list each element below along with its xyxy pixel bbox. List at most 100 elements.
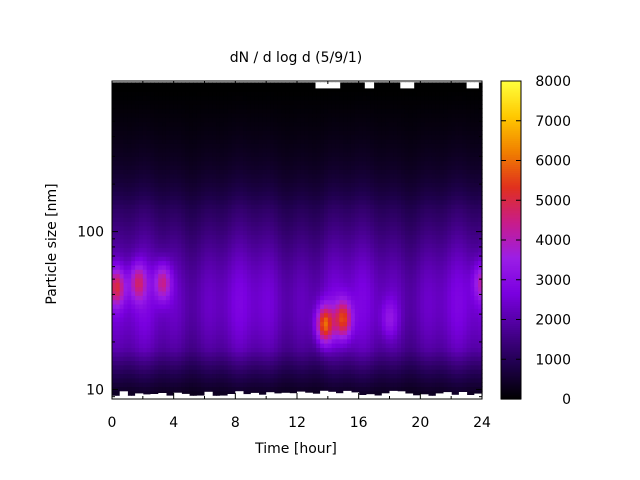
heatmap-cell: [185, 264, 190, 270]
heatmap-cell: [192, 295, 198, 301]
heatmap-cell: [177, 238, 182, 244]
heatmap-cell: [297, 269, 302, 275]
heatmap-cell: [173, 282, 179, 288]
heatmap-cell: [339, 286, 344, 292]
heatmap-cell: [270, 382, 275, 388]
heatmap-cell: [246, 390, 252, 396]
heatmap-cell: [254, 121, 260, 127]
heatmap-cell: [208, 247, 213, 253]
heatmap-cell: [112, 138, 117, 144]
heatmap-cell: [196, 217, 202, 222]
heatmap-cell: [262, 260, 267, 266]
heatmap-cell: [320, 160, 325, 166]
heatmap-cell: [308, 112, 314, 118]
heatmap-cell: [189, 221, 194, 227]
heatmap-cell: [277, 286, 283, 292]
heatmap-cell: [374, 221, 379, 227]
heatmap-cell: [154, 230, 159, 236]
heatmap-cell: [366, 264, 371, 270]
heatmap-cell: [323, 369, 329, 375]
heatmap-cell: [185, 143, 190, 149]
heatmap-cell: [142, 138, 148, 144]
heatmap-cell: [347, 95, 352, 101]
heatmap-cell: [185, 295, 190, 301]
heatmap-cell: [192, 312, 198, 318]
heatmap-cell: [239, 217, 244, 222]
heatmap-cell: [127, 286, 132, 292]
heatmap-cell: [262, 208, 267, 214]
heatmap-cell: [135, 164, 140, 170]
heatmap-cell: [243, 195, 248, 201]
heatmap-cell: [262, 299, 267, 305]
heatmap-cell: [358, 234, 364, 240]
heatmap-cell: [335, 204, 340, 209]
heatmap-cell: [112, 112, 117, 118]
heatmap-cell: [347, 212, 352, 218]
heatmap-cell: [331, 217, 337, 222]
heatmap-cell: [146, 312, 152, 318]
heatmap-cell: [273, 277, 279, 283]
heatmap-cell: [158, 234, 163, 240]
heatmap-cell: [270, 234, 275, 240]
heatmap-cell: [204, 238, 209, 244]
heatmap-cell: [262, 173, 267, 179]
heatmap-cell: [343, 256, 348, 262]
heatmap-cell: [115, 212, 121, 218]
heatmap-cell: [169, 217, 175, 222]
heatmap-cell: [223, 269, 229, 275]
heatmap-cell: [358, 177, 364, 183]
heatmap-cell: [339, 290, 344, 296]
heatmap-cell: [192, 138, 198, 144]
heatmap-cell: [231, 343, 236, 348]
heatmap-cell: [347, 312, 352, 318]
heatmap-cell: [119, 369, 125, 375]
heatmap-cell: [200, 386, 206, 392]
heatmap-cell: [231, 151, 236, 157]
heatmap-cell: [354, 369, 360, 375]
heatmap-cell: [112, 282, 117, 288]
heatmap-cell: [204, 156, 209, 162]
heatmap-cell: [335, 377, 340, 383]
heatmap-cell: [189, 316, 194, 322]
heatmap-cell: [289, 138, 294, 144]
heatmap-cell: [154, 99, 159, 105]
heatmap-cell: [227, 217, 233, 222]
heatmap-cell: [262, 234, 267, 240]
heatmap-cell: [212, 334, 217, 340]
heatmap-cell: [304, 256, 310, 262]
heatmap-cell: [254, 164, 260, 170]
heatmap-cell: [273, 316, 279, 322]
heatmap-cell: [177, 290, 182, 296]
heatmap-cell: [343, 273, 348, 279]
heatmap-cell: [181, 225, 186, 231]
heatmap-cell: [308, 143, 314, 149]
heatmap-cell: [366, 134, 371, 140]
heatmap-cell: [235, 347, 240, 353]
heatmap-cell: [250, 273, 256, 279]
heatmap-cell: [293, 334, 298, 340]
heatmap-cell: [181, 186, 186, 192]
heatmap-cell: [204, 243, 209, 249]
heatmap-cell: [150, 351, 155, 357]
heatmap-cell: [285, 343, 290, 348]
heatmap-cell: [173, 269, 179, 275]
heatmap-cell: [273, 99, 279, 105]
heatmap-cell: [293, 95, 298, 101]
heatmap-cell: [115, 143, 121, 149]
heatmap-cell: [123, 316, 129, 322]
heatmap-cell: [335, 360, 340, 366]
heatmap-cell: [135, 86, 140, 92]
heatmap-cell: [320, 173, 325, 179]
heatmap-cell: [185, 99, 190, 105]
heatmap-cell: [200, 243, 206, 249]
heatmap-cell: [112, 91, 117, 97]
heatmap-cell: [138, 121, 144, 127]
heatmap-cell: [181, 212, 186, 218]
heatmap-cell: [339, 177, 344, 183]
heatmap-cell: [254, 173, 260, 179]
heatmap-cell: [219, 347, 225, 353]
heatmap-cell: [115, 230, 121, 236]
heatmap-cell: [200, 204, 206, 209]
heatmap-cell: [223, 86, 229, 92]
heatmap-cell: [347, 143, 352, 149]
